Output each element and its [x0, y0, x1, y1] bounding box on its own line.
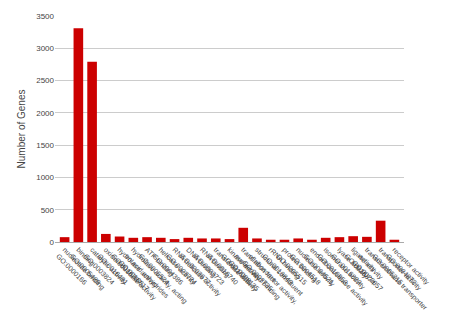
svg-text:receptor activityGO:0004872: receptor activityGO:0004872 — [385, 246, 431, 292]
svg-text:kinase activityGO:0016301: kinase activityGO:0016301 — [220, 246, 263, 289]
svg-text:DNA bindingGO:0003677: DNA bindingGO:0003677 — [179, 246, 219, 286]
svg-text:500: 500 — [41, 206, 55, 215]
svg-text:3000: 3000 — [36, 44, 54, 53]
svg-text:1500: 1500 — [36, 141, 54, 150]
svg-text:hydrolase activity, actingon a: hydrolase activity, actingon acid anhydr… — [117, 246, 188, 317]
svg-text:isomerase activityGO:0016853: isomerase activityGO:0016853 — [316, 246, 367, 297]
svg-text:protein bindingGO:0005515: protein bindingGO:0005515 — [275, 246, 319, 290]
svg-text:structural constituentof ribos: structural constituentof ribosomeGO:0003… — [241, 246, 305, 310]
svg-text:1000: 1000 — [36, 173, 54, 182]
svg-text:nucleotide bindingGO:0000166: nucleotide bindingGO:0000166 — [55, 246, 106, 297]
svg-text:transferase activityGO:0016740: transferase activityGO:0016740 — [206, 246, 259, 299]
svg-text:catalytic activityGO:0003824: catalytic activityGO:0003824 — [82, 246, 128, 292]
svg-text:Number of Genes: Number of Genes — [16, 90, 27, 169]
svg-text:hydrolase activityGO:0016787: hydrolase activityGO:0016787 — [110, 246, 160, 296]
svg-text:transmembrane transporteractiv: transmembrane transporteractivityGO:0022… — [351, 246, 429, 324]
svg-text:ligase activityGO:0016874: ligase activityGO:0016874 — [344, 246, 385, 287]
svg-text:helicase activityGO:0004386: helicase activityGO:0004386 — [151, 246, 197, 292]
svg-text:ATP bindingGO:0005524: ATP bindingGO:0005524 — [137, 246, 177, 286]
svg-text:oxidoreductase activityGO:0016: oxidoreductase activityGO:0016491 — [96, 246, 158, 308]
svg-text:translation factor activity,nu: translation factor activity,nucleic acid… — [227, 246, 299, 318]
svg-text:2000: 2000 — [36, 109, 54, 118]
svg-text:nuclease activityGO:0004518: nuclease activityGO:0004518 — [289, 246, 337, 294]
svg-text:0: 0 — [50, 238, 55, 247]
svg-text:rRNA bindingGO:0019843: rRNA bindingGO:0019843 — [261, 246, 302, 287]
svg-text:transporter activityGO:0005215: transporter activityGO:0005215 — [371, 246, 423, 298]
svg-text:3500: 3500 — [36, 12, 54, 21]
svg-text:endoribonuclease activityGO:00: endoribonuclease activityGO:0004521 — [302, 246, 369, 313]
svg-text:RNA helicase activityGO:000372: RNA helicase activityGO:0003724 — [165, 246, 223, 304]
svg-text:bindingGO:0005488: bindingGO:0005488 — [69, 246, 109, 286]
svg-text:lyase activityGO:0016829: lyase activityGO:0016829 — [330, 246, 370, 286]
svg-text:2500: 2500 — [36, 76, 54, 85]
svg-text:RNA bindingGO:0003723: RNA bindingGO:0003723 — [192, 246, 232, 286]
